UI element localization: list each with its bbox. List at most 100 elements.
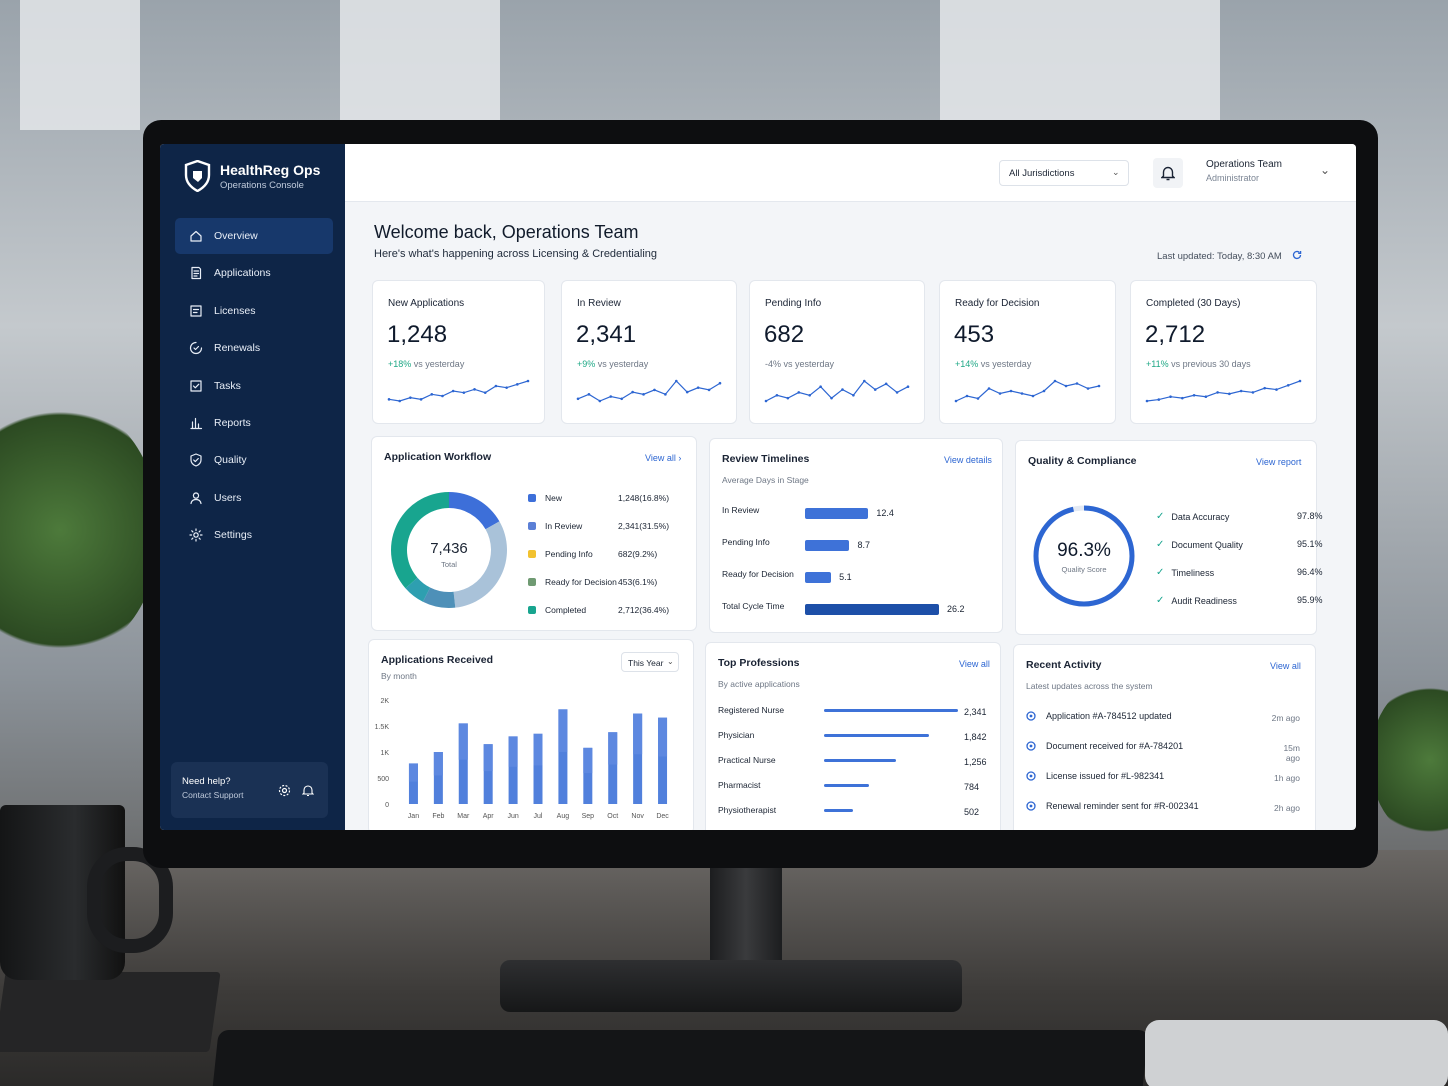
bar[interactable] bbox=[408, 763, 418, 804]
donut-slice[interactable] bbox=[453, 521, 507, 608]
sparkline-point bbox=[852, 393, 855, 397]
support-gear-icon[interactable] bbox=[278, 784, 291, 797]
bar-highlight bbox=[458, 723, 468, 760]
sidebar-item-licenses[interactable]: Licenses bbox=[175, 293, 333, 329]
quality-view-report-link[interactable]: View report bbox=[1256, 457, 1302, 467]
sidebar: HealthReg Ops Operations Console Overvie… bbox=[160, 144, 345, 830]
activity-view-all-link[interactable]: View all bbox=[1270, 661, 1301, 671]
legend-name: Pending Info bbox=[545, 549, 593, 559]
kpi-card[interactable]: Completed (30 Days) 2,712 +11% vs previous… bbox=[1130, 280, 1317, 424]
kpi-card[interactable]: In Review 2,341 +9% vs yesterday bbox=[561, 280, 737, 424]
donut-slice[interactable] bbox=[405, 577, 431, 602]
donut-slice[interactable] bbox=[422, 587, 456, 608]
profession-bar[interactable] bbox=[824, 734, 930, 737]
kpi-sparkline bbox=[387, 379, 530, 403]
bar[interactable] bbox=[433, 752, 443, 804]
page-title: Welcome back, Operations Team bbox=[374, 222, 639, 242]
sidebar-item-quality[interactable]: Quality bbox=[175, 442, 333, 478]
sparkline-point bbox=[441, 394, 444, 398]
sidebar-item-users[interactable]: Users bbox=[175, 480, 333, 516]
user-menu[interactable]: Operations Team Administrator bbox=[1206, 159, 1282, 183]
quality-score-label: Quality Score bbox=[1061, 565, 1107, 574]
notifications-button[interactable] bbox=[1153, 158, 1183, 188]
profession-value: 502 bbox=[964, 807, 980, 817]
activity-text: Application #A-784512 updated bbox=[1046, 711, 1172, 721]
timelines-view-details-link[interactable]: View details bbox=[944, 455, 992, 465]
workflow-view-all-link[interactable]: View all › bbox=[645, 453, 682, 463]
timeline-bar[interactable] bbox=[805, 508, 869, 519]
donut-slice[interactable] bbox=[391, 492, 449, 589]
profession-bar[interactable] bbox=[824, 784, 869, 787]
bar[interactable] bbox=[583, 747, 593, 804]
kpi-card[interactable]: New Applications 1,248 +18% vs yesterday bbox=[372, 280, 545, 424]
activity-item[interactable]: License issued for #L-982341 bbox=[1026, 771, 1164, 781]
sidebar-item-label: Applications bbox=[214, 267, 271, 280]
sparkline-point bbox=[1064, 384, 1068, 388]
monitor-stand bbox=[710, 858, 782, 978]
timeline-bar[interactable] bbox=[805, 572, 832, 583]
mouse-pad bbox=[1145, 1020, 1448, 1086]
bar[interactable] bbox=[533, 733, 543, 804]
timeline-label: Pending Info bbox=[722, 537, 770, 547]
sidebar-item-tasks[interactable]: Tasks bbox=[175, 368, 333, 404]
sparkline-point bbox=[398, 399, 401, 403]
bar[interactable] bbox=[508, 736, 518, 804]
timeline-label: In Review bbox=[722, 505, 760, 515]
timeline-bar[interactable] bbox=[805, 540, 850, 551]
contact-support-link[interactable]: Contact Support bbox=[182, 790, 244, 800]
sparkline-point bbox=[1181, 396, 1184, 400]
legend-pct: (36.4%) bbox=[639, 605, 670, 615]
jurisdiction-select[interactable]: All Jurisdictions ⌄ bbox=[999, 160, 1129, 186]
sparkline-point bbox=[998, 392, 1002, 395]
sidebar-item-overview[interactable]: Overview bbox=[175, 218, 333, 254]
profession-value: 2,341 bbox=[964, 707, 987, 717]
workflow-donut-chart bbox=[391, 492, 507, 608]
donut-slice[interactable] bbox=[449, 492, 500, 530]
legend-pct: (16.8%) bbox=[639, 493, 670, 503]
kpi-change-text: vs yesterday bbox=[783, 359, 835, 369]
activity-card: Recent Activity View all Latest updates … bbox=[1013, 644, 1316, 830]
activity-time: 15m ago bbox=[1283, 743, 1300, 763]
kpi-card[interactable]: Pending Info 682 -4% vs yesterday bbox=[749, 280, 925, 424]
profession-bar[interactable] bbox=[824, 809, 853, 812]
sidebar-item-reports[interactable]: Reports bbox=[175, 405, 333, 441]
bar[interactable] bbox=[483, 744, 493, 804]
sparkline-point bbox=[696, 386, 700, 389]
bar[interactable] bbox=[658, 717, 668, 804]
help-box[interactable]: Need help? Contact Support bbox=[171, 762, 328, 818]
sparkline-point bbox=[653, 388, 656, 392]
timeline-bar[interactable] bbox=[805, 604, 939, 615]
period-select[interactable]: This Year ⌄ bbox=[621, 652, 679, 672]
user-chevron-icon[interactable]: ⌄ bbox=[1320, 163, 1331, 177]
activity-item[interactable]: Application #A-784512 updated bbox=[1026, 711, 1172, 721]
support-bell-icon[interactable] bbox=[302, 784, 314, 797]
activity-item[interactable]: Renewal reminder sent for #R-002341 bbox=[1026, 801, 1199, 811]
bar[interactable] bbox=[608, 732, 618, 804]
sparkline-line bbox=[765, 380, 909, 402]
bar[interactable] bbox=[633, 713, 643, 804]
shield-logo-icon bbox=[184, 160, 211, 192]
sidebar-item-applications[interactable]: Applications bbox=[175, 255, 333, 291]
professions-card: Top Professions View all By active appli… bbox=[705, 642, 1001, 830]
refresh-icon[interactable] bbox=[1292, 250, 1302, 260]
sparkline-point bbox=[494, 384, 498, 388]
sparkline-point bbox=[1031, 394, 1035, 398]
kpi-card[interactable]: Ready for Decision 453 +14% vs yesterday bbox=[939, 280, 1116, 424]
received-title: Applications Received bbox=[381, 654, 494, 666]
x-tick-label: Aug bbox=[557, 813, 570, 820]
profession-bar[interactable] bbox=[824, 759, 896, 762]
sidebar-item-settings[interactable]: Settings bbox=[175, 517, 333, 553]
bar[interactable] bbox=[458, 723, 468, 804]
activity-item[interactable]: Document received for #A-784201 bbox=[1026, 741, 1183, 751]
brand-subtitle: Operations Console bbox=[220, 179, 304, 191]
professions-view-all-link[interactable]: View all bbox=[959, 659, 990, 669]
activity-icon bbox=[1026, 771, 1036, 781]
sidebar-item-renewals[interactable]: Renewals bbox=[175, 330, 333, 366]
profession-bar[interactable] bbox=[824, 709, 958, 712]
bar[interactable] bbox=[558, 709, 568, 804]
received-card: Applications Received By month This Year… bbox=[368, 639, 694, 830]
sparkline-point bbox=[516, 383, 519, 386]
x-tick-label: Jul bbox=[534, 813, 543, 820]
quality-metric-value: 96.4% bbox=[1297, 567, 1323, 577]
sidebar-item-label: Quality bbox=[214, 454, 247, 467]
